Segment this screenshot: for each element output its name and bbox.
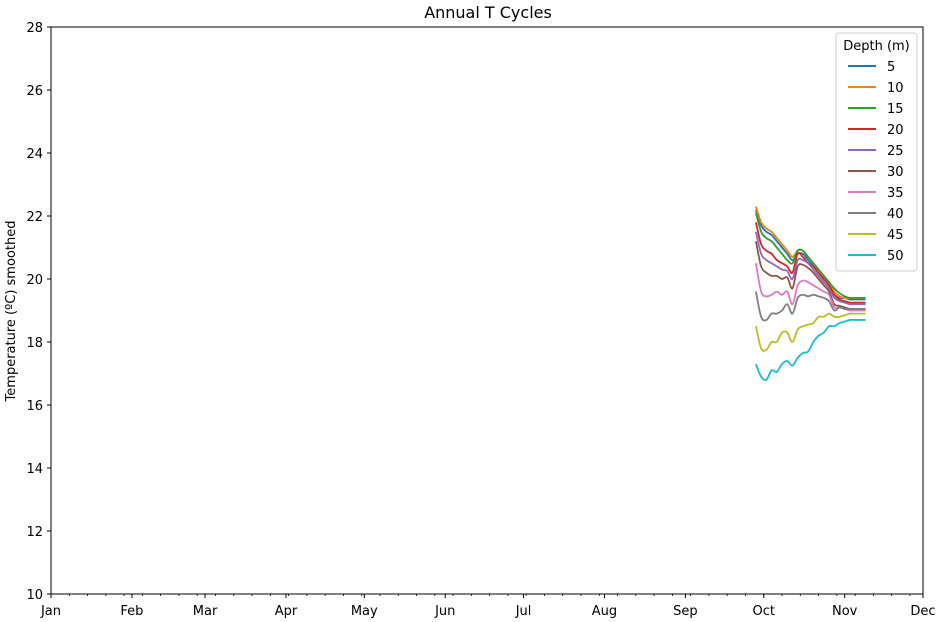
legend-label-50: 50 [887,249,904,264]
y-tick-label: 18 [26,336,43,351]
y-tick-label: 26 [26,84,43,99]
x-tick-label: Jul [515,604,532,619]
x-tick-label: Jan [40,604,61,619]
legend-label-35: 35 [887,186,904,201]
x-tick-label: Oct [753,604,775,619]
x-tick-label: Feb [120,604,143,619]
legend-box [835,32,918,272]
y-tick-label: 20 [26,273,43,288]
y-tick-label: 16 [26,399,43,414]
chart-title: Annual T Cycles [424,3,552,22]
y-axis: 10 12 14 16 18 20 22 24 26 28 [26,21,51,603]
series-line-25 [755,231,866,306]
legend-label-40: 40 [887,207,904,222]
x-tick-label: Dec [910,604,935,619]
series-line-45 [755,312,866,352]
y-tick-label: 10 [26,588,43,603]
series-line-15 [755,212,866,299]
plot-area [755,206,866,382]
legend-label-30: 30 [887,165,904,180]
x-tick-label: Sep [673,604,698,619]
x-tick-label: May [351,604,378,619]
y-tick-label: 12 [26,525,43,540]
legend-label-10: 10 [887,81,904,96]
legend: Depth (m) 5 10 15 20 25 30 35 40 45 50 [835,32,918,272]
series-line-50 [755,318,866,382]
legend-label-25: 25 [887,144,904,159]
y-tick-label: 14 [26,462,43,477]
legend-label-15: 15 [887,102,904,117]
legend-title: Depth (m) [843,39,910,54]
y-axis-label: Temperature (ºC) smoothed [4,221,19,403]
x-tick-label: Aug [592,604,617,619]
x-tick-label: Apr [275,604,298,619]
x-tick-label: Mar [193,604,218,619]
legend-label-20: 20 [887,123,904,138]
x-tick-label: Jun [434,604,455,619]
series-line-40 [755,291,866,322]
plot-frame [50,26,924,595]
y-tick-label: 28 [26,21,43,36]
legend-label-45: 45 [887,228,904,243]
y-tick-label: 24 [26,147,43,162]
x-tick-label: Nov [832,604,858,619]
x-axis: Jan Feb Mar Apr May Jun Jul Aug Sep Oct Nov Dec [40,594,936,619]
y-tick-label: 22 [26,210,43,225]
legend-label-5: 5 [887,60,895,75]
